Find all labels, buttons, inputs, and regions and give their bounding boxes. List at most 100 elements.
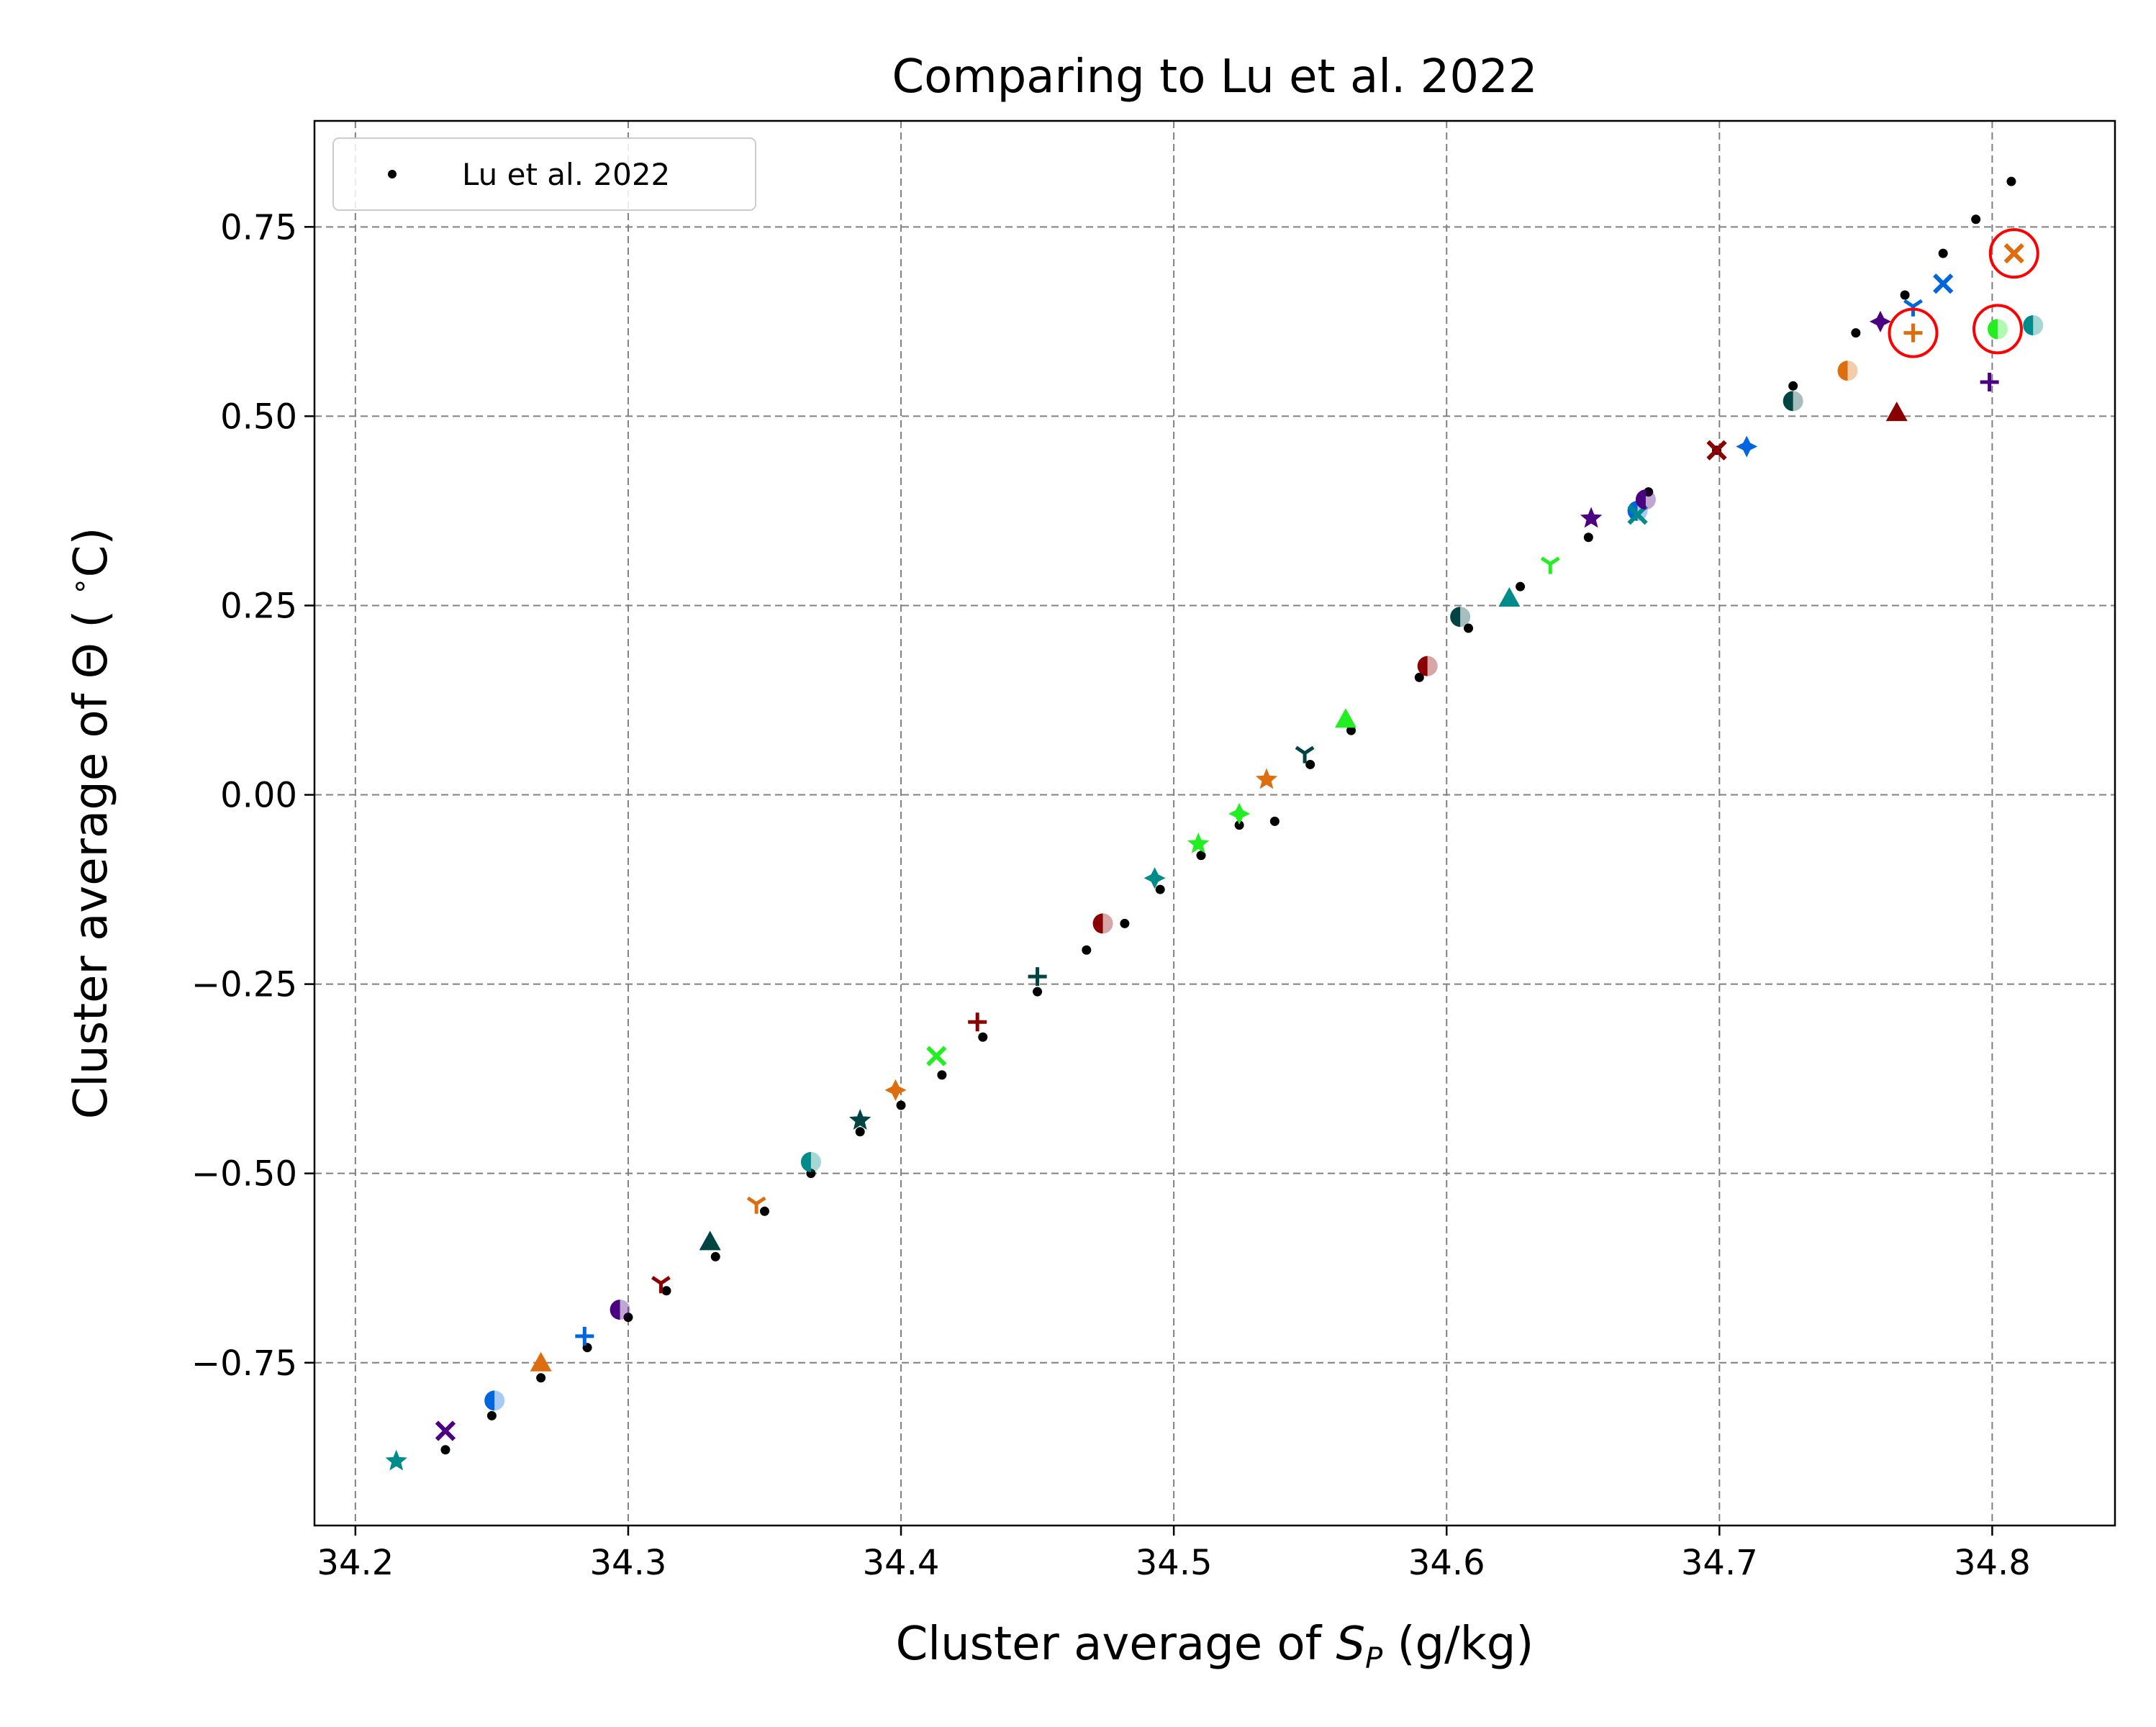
reference-point bbox=[896, 1100, 906, 1110]
y-axis-label: Cluster average of Θ ( ∘C) bbox=[63, 527, 118, 1120]
cluster-point-diamond4 bbox=[1143, 867, 1166, 889]
reference-point bbox=[1269, 816, 1279, 826]
reference-point bbox=[1234, 820, 1244, 830]
cluster-point-half bbox=[1092, 913, 1113, 934]
x-tick-label: 34.5 bbox=[1136, 1543, 1213, 1583]
cluster-points bbox=[385, 243, 2044, 1471]
reference-point bbox=[937, 1070, 947, 1080]
reference-point bbox=[2006, 176, 2016, 186]
reference-point bbox=[486, 1410, 497, 1420]
cluster-point-plus bbox=[968, 1012, 987, 1032]
reference-point bbox=[1305, 759, 1315, 769]
reference-point bbox=[1516, 581, 1526, 591]
legend-label: Lu et al. 2022 bbox=[462, 157, 670, 192]
cluster-point-triangle bbox=[1334, 708, 1356, 728]
legend: Lu et al. 2022 bbox=[332, 137, 756, 211]
reference-point bbox=[1971, 214, 1981, 225]
grid-lines bbox=[314, 121, 2115, 1526]
cluster-point-half bbox=[484, 1390, 505, 1411]
cluster-point-half bbox=[2023, 315, 2044, 336]
cluster-point-tri bbox=[746, 1196, 766, 1214]
highlight-circles bbox=[1888, 228, 2039, 358]
cluster-point-star bbox=[849, 1109, 871, 1130]
cluster-point-half bbox=[1417, 656, 1438, 676]
x-tick-label: 34.7 bbox=[1681, 1543, 1758, 1583]
cluster-point-diamond4 bbox=[1228, 802, 1251, 825]
reference-point bbox=[1196, 851, 1206, 861]
legend-marker bbox=[388, 170, 397, 178]
reference-point bbox=[1120, 918, 1130, 928]
cluster-point-half bbox=[1450, 607, 1471, 627]
cluster-point-x bbox=[926, 1046, 947, 1066]
cluster-point-plus bbox=[1980, 373, 1999, 392]
cluster-point-diamond4 bbox=[1869, 310, 1891, 332]
cluster-point-triangle bbox=[1498, 586, 1521, 607]
cluster-point-triangle bbox=[530, 1351, 552, 1372]
cluster-point-star bbox=[1580, 507, 1603, 528]
reference-point bbox=[1082, 945, 1092, 955]
cluster-point-x bbox=[1933, 273, 1954, 294]
cluster-point-half bbox=[610, 1300, 630, 1320]
reference-point bbox=[1788, 381, 1798, 391]
x-tick-label: 34.2 bbox=[317, 1543, 394, 1583]
cluster-point-diamond4 bbox=[884, 1079, 907, 1101]
cluster-point-x bbox=[435, 1420, 456, 1441]
x-tick-label: 34.6 bbox=[1408, 1543, 1485, 1583]
cluster-point-tri bbox=[1295, 745, 1315, 763]
cluster-point-plus bbox=[575, 1326, 594, 1346]
reference-point bbox=[536, 1373, 546, 1383]
axis-ticks: 34.2 34.3 34.4 34.5 34.6 34.7 34.8 0.75 0.50 0.25… bbox=[191, 207, 2031, 1583]
reference-point bbox=[661, 1286, 671, 1296]
y-tick-label: 0.00 bbox=[220, 776, 297, 816]
reference-point bbox=[1644, 487, 1654, 497]
chart-title: Comparing to Lu et al. 2022 bbox=[892, 50, 1537, 104]
x-tick-label: 34.4 bbox=[863, 1543, 940, 1583]
y-tick-label: 0.50 bbox=[220, 396, 297, 437]
highlight-circle bbox=[1888, 307, 1939, 358]
cluster-point-tri bbox=[1540, 556, 1560, 574]
y-tick-label: −0.50 bbox=[191, 1154, 297, 1195]
reference-point bbox=[978, 1032, 988, 1042]
reference-point bbox=[1938, 248, 1948, 258]
reference-point bbox=[1851, 328, 1861, 338]
cluster-point-plus bbox=[1903, 323, 1923, 343]
cluster-point-star bbox=[1255, 768, 1278, 789]
cluster-point-x bbox=[2003, 243, 2024, 264]
cluster-point-half bbox=[1635, 489, 1656, 510]
cluster-point-half bbox=[1837, 361, 1858, 381]
x-tick-label: 34.8 bbox=[1954, 1543, 2031, 1583]
reference-points bbox=[440, 176, 2016, 1455]
plot-frame bbox=[313, 119, 2116, 1527]
cluster-point-half bbox=[800, 1151, 821, 1172]
cluster-point-plus bbox=[1028, 967, 1047, 987]
cluster-point-star bbox=[385, 1449, 407, 1471]
reference-point bbox=[710, 1251, 720, 1261]
cluster-point-diamond4 bbox=[1736, 435, 1758, 458]
legend-box bbox=[332, 137, 756, 211]
reference-point bbox=[855, 1127, 865, 1137]
reference-point bbox=[1900, 290, 1910, 300]
reference-point bbox=[1583, 532, 1593, 543]
cluster-point-star bbox=[1187, 832, 1210, 853]
cluster-point-tri bbox=[651, 1276, 671, 1294]
reference-point bbox=[623, 1313, 633, 1323]
reference-point bbox=[1346, 725, 1356, 735]
y-tick-label: −0.25 bbox=[191, 965, 297, 1005]
reference-point bbox=[1464, 623, 1474, 633]
reference-point bbox=[1033, 987, 1043, 997]
y-tick-label: −0.75 bbox=[191, 1343, 297, 1384]
highlight-circle bbox=[1972, 304, 2023, 355]
y-tick-label: 0.75 bbox=[220, 207, 297, 248]
reference-point bbox=[440, 1445, 450, 1455]
highlight-circle bbox=[1988, 228, 2039, 279]
reference-point bbox=[760, 1206, 769, 1216]
cluster-point-triangle bbox=[1885, 402, 1908, 422]
reference-point bbox=[1155, 884, 1165, 894]
cluster-point-triangle bbox=[699, 1230, 721, 1251]
x-tick-label: 34.3 bbox=[590, 1543, 667, 1583]
y-tick-label: 0.25 bbox=[220, 586, 297, 626]
cluster-point-half bbox=[1987, 319, 2008, 340]
cluster-point-half bbox=[1783, 391, 1803, 412]
x-axis-label: Cluster average of SP (g/kg) bbox=[896, 1618, 1534, 1675]
